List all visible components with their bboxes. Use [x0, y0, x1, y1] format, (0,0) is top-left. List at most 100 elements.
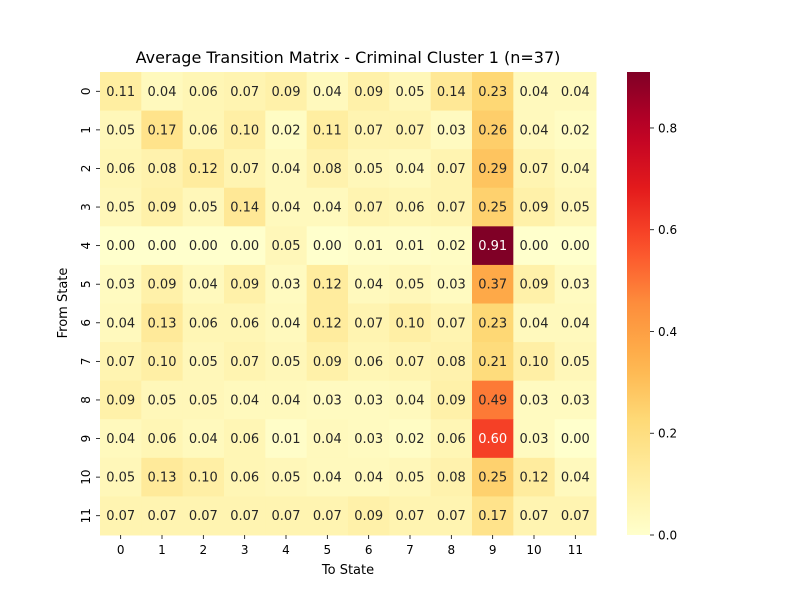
cell-value-label: 0.07: [437, 509, 466, 524]
cell-value-label: 0.17: [148, 123, 177, 138]
cell-value-label: 0.04: [313, 85, 342, 100]
heatmap-cell: [182, 303, 225, 343]
x-tick-label: 11: [568, 543, 583, 557]
heatmap-cell: [141, 303, 184, 343]
cell-value-label: 0.23: [478, 316, 507, 331]
cell-value-label: 0.14: [437, 85, 466, 100]
cell-value-label: 0.04: [561, 471, 590, 486]
y-tick-label: 4: [79, 242, 93, 250]
cell-value-label: 0.05: [106, 471, 135, 486]
cell-value-label: 0.11: [313, 123, 342, 138]
cell-value-label: 0.04: [313, 201, 342, 216]
cell-value-label: 0.02: [396, 432, 425, 447]
heatmap-cell: [141, 496, 184, 536]
cell-value-label: 0.05: [396, 278, 425, 293]
cell-value-label: 0.09: [354, 85, 383, 100]
heatmap-cell: [224, 342, 266, 382]
cell-value-label: 0.04: [354, 471, 383, 486]
cell-value-label: 0.00: [230, 239, 259, 254]
heatmap-cell: [182, 110, 225, 150]
cell-value-label: 0.04: [561, 316, 590, 331]
heatmap-cell: [554, 226, 597, 266]
cell-value-label: 0.06: [396, 201, 425, 216]
cell-value-label: 0.04: [520, 316, 549, 331]
cell-value-label: 0.05: [396, 471, 425, 486]
colorbar-ticks: 0.0 0.2 0.4 0.6 0.8: [650, 121, 677, 543]
heatmap-cell: [554, 72, 597, 112]
heatmap-cell: [554, 149, 597, 189]
heatmap-cell: [554, 496, 597, 536]
heatmap-cell: [430, 226, 473, 266]
cell-value-label: 0.06: [148, 432, 177, 447]
cell-value-label: 0.06: [230, 471, 259, 486]
cell-value-label: 0.17: [478, 509, 507, 524]
cell-value-label: 0.07: [230, 355, 259, 370]
heatmap-cell: [265, 457, 308, 497]
cell-value-label: 0.04: [354, 278, 383, 293]
y-tick-label: 7: [79, 358, 93, 366]
cell-value-label: 0.05: [189, 393, 218, 408]
cell-value-label: 0.07: [437, 316, 466, 331]
heatmap-cell: [554, 303, 597, 343]
cell-value-label: 0.06: [437, 432, 466, 447]
heatmap-cell: [306, 110, 349, 150]
heatmap-cell: [389, 419, 432, 459]
cell-value-label: 0.05: [272, 471, 301, 486]
heatmap-cell: [554, 342, 597, 382]
cell-value-label: 0.04: [272, 201, 301, 216]
cell-value-label: 0.05: [106, 201, 135, 216]
y-tick-label: 8: [79, 396, 93, 404]
heatmap-cell: [472, 457, 514, 497]
cell-value-label: 0.07: [354, 316, 383, 331]
x-tick-label: 9: [489, 543, 497, 557]
cell-value-label: 0.03: [354, 432, 383, 447]
heatmap-cell: [430, 72, 473, 112]
heatmap-cell: [306, 496, 349, 536]
heatmap-cell: [306, 226, 349, 266]
heatmap-cell: [141, 110, 184, 150]
heatmap-cell: [182, 380, 225, 420]
cell-value-label: 0.04: [520, 123, 549, 138]
y-axis-ticks: 0 1 2 3 4 5 6 7 8 9 10 11: [79, 87, 100, 523]
colorbar-tick-label: 0.2: [658, 427, 677, 441]
heatmap-cell: [306, 419, 349, 459]
x-tick-label: 8: [448, 543, 456, 557]
heatmap-cell: [182, 187, 225, 227]
cell-value-label: 0.06: [354, 355, 383, 370]
cell-value-label: 0.04: [396, 393, 425, 408]
cell-value-label: 0.09: [354, 509, 383, 524]
cell-value-label: 0.02: [561, 123, 590, 138]
heatmap-cell: [224, 303, 266, 343]
heatmap-cell: [182, 226, 225, 266]
heatmap-cell: [306, 380, 349, 420]
heatmap-cell: [182, 496, 225, 536]
cell-value-label: 0.04: [561, 85, 590, 100]
cell-value-label: 0.26: [478, 123, 507, 138]
cell-value-label: 0.07: [230, 85, 259, 100]
heatmap-cell: [265, 72, 308, 112]
cell-value-label: 0.08: [148, 162, 177, 177]
cell-value-label: 0.05: [561, 201, 590, 216]
cell-value-label: 0.07: [230, 162, 259, 177]
cell-value-label: 0.25: [478, 201, 507, 216]
cell-value-label: 0.05: [272, 355, 301, 370]
cell-value-label: 0.00: [189, 239, 218, 254]
heatmap-cell: [265, 226, 308, 266]
cell-value-label: 0.09: [230, 278, 259, 293]
cell-value-label: 0.03: [437, 123, 466, 138]
cell-value-label: 0.00: [106, 239, 135, 254]
x-tick-label: 1: [158, 543, 166, 557]
cell-value-label: 0.08: [437, 355, 466, 370]
cell-value-label: 0.04: [272, 393, 301, 408]
heatmap-cell: [348, 264, 390, 304]
x-tick-label: 3: [241, 543, 249, 557]
cell-value-label: 0.03: [520, 432, 549, 447]
y-tick-label: 10: [79, 469, 93, 484]
heatmap-cell: [224, 380, 266, 420]
heatmap-cell: [389, 342, 432, 382]
heatmap-cell: [389, 380, 432, 420]
cell-value-label: 0.07: [561, 509, 590, 524]
y-axis-label: From State: [56, 268, 71, 339]
y-tick-label: 1: [79, 126, 93, 134]
y-tick-label: 9: [79, 435, 93, 443]
